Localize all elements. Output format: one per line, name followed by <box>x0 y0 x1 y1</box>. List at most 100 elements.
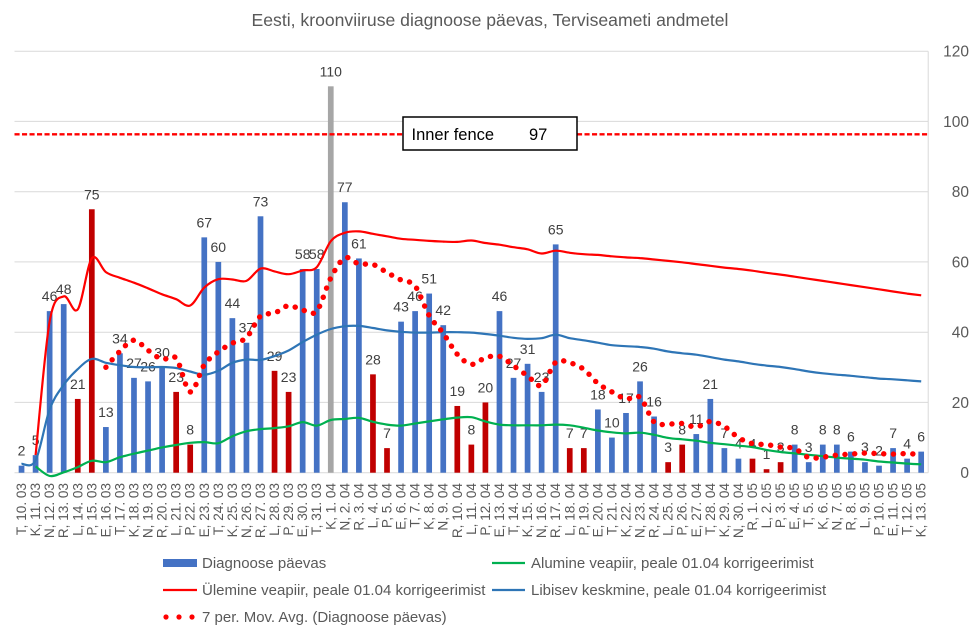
svg-text:E, 13. 04: E, 13. 04 <box>492 483 507 538</box>
svg-text:P, 19. 04: P, 19. 04 <box>576 483 591 536</box>
svg-text:Libisev keskmine, peale 01.04: Libisev keskmine, peale 01.04 korrigeeri… <box>531 582 827 599</box>
svg-text:77: 77 <box>337 179 353 195</box>
svg-text:N, 19. 03: N, 19. 03 <box>141 483 156 538</box>
svg-text:6: 6 <box>917 429 925 445</box>
svg-text:58: 58 <box>295 246 311 262</box>
svg-text:T, 17. 03: T, 17. 03 <box>112 483 127 535</box>
svg-text:40: 40 <box>952 325 970 342</box>
svg-text:23: 23 <box>281 369 297 385</box>
svg-text:L, 14. 03: L, 14. 03 <box>70 483 85 536</box>
svg-text:R, 17. 04: R, 17. 04 <box>548 483 563 539</box>
svg-text:Eesti, kroonviiruse diagnoose: Eesti, kroonviiruse diagnoose päevas, Te… <box>252 10 729 30</box>
svg-text:Diagnoose päevas: Diagnoose päevas <box>202 555 326 572</box>
svg-text:8: 8 <box>791 422 799 438</box>
svg-text:Inner fence: Inner fence <box>412 126 495 144</box>
svg-text:61: 61 <box>351 235 367 251</box>
svg-text:5: 5 <box>32 432 40 448</box>
svg-text:R, 13. 03: R, 13. 03 <box>56 483 71 538</box>
svg-text:0: 0 <box>960 465 969 482</box>
svg-text:K, 6. 05: K, 6. 05 <box>815 483 830 530</box>
svg-text:44: 44 <box>225 295 241 311</box>
svg-text:46: 46 <box>407 288 423 304</box>
svg-text:3: 3 <box>805 439 813 455</box>
svg-text:T, 14. 04: T, 14. 04 <box>506 483 521 536</box>
svg-text:48: 48 <box>56 281 72 297</box>
svg-text:P, 5. 04: P, 5. 04 <box>380 483 395 529</box>
svg-text:23: 23 <box>168 369 184 385</box>
svg-text:T, 7. 04: T, 7. 04 <box>408 483 423 528</box>
svg-text:7: 7 <box>580 425 588 441</box>
svg-text:4: 4 <box>903 436 911 452</box>
svg-text:N, 2. 04: N, 2. 04 <box>337 483 352 531</box>
svg-text:R, 3. 04: R, 3. 04 <box>351 483 366 531</box>
svg-text:K, 25. 03: K, 25. 03 <box>225 483 240 537</box>
svg-text:N, 16. 04: N, 16. 04 <box>534 483 549 539</box>
svg-text:T, 24. 03: T, 24. 03 <box>211 483 226 535</box>
svg-text:73: 73 <box>253 193 269 209</box>
svg-text:N, 9. 04: N, 9. 04 <box>436 483 451 531</box>
svg-text:T, 31. 03: T, 31. 03 <box>309 483 324 535</box>
svg-text:34: 34 <box>112 330 128 346</box>
svg-text:T, 5. 05: T, 5. 05 <box>801 483 816 528</box>
svg-text:L, 11. 04: L, 11. 04 <box>464 483 479 535</box>
svg-text:23: 23 <box>534 369 550 385</box>
svg-text:3: 3 <box>861 439 869 455</box>
svg-text:E, 20. 04: E, 20. 04 <box>590 483 605 538</box>
svg-text:80: 80 <box>952 184 970 201</box>
svg-text:2: 2 <box>875 443 883 459</box>
svg-text:20: 20 <box>478 379 494 395</box>
svg-text:100: 100 <box>943 114 969 131</box>
svg-text:97: 97 <box>529 126 547 144</box>
svg-text:K, 22. 04: K, 22. 04 <box>619 483 634 538</box>
svg-text:19: 19 <box>450 383 466 399</box>
svg-text:E, 6. 04: E, 6. 04 <box>394 483 409 530</box>
svg-text:R, 10. 04: R, 10. 04 <box>450 483 465 539</box>
svg-text:E, 4. 05: E, 4. 05 <box>787 483 802 530</box>
svg-text:R, 24. 04: R, 24. 04 <box>647 483 662 539</box>
svg-text:K, 13. 05: K, 13. 05 <box>914 483 929 537</box>
svg-text:8: 8 <box>833 422 841 438</box>
svg-text:E, 30. 03: E, 30. 03 <box>295 483 310 537</box>
svg-text:110: 110 <box>320 63 343 79</box>
svg-text:N, 7. 05: N, 7. 05 <box>829 483 844 531</box>
svg-text:75: 75 <box>84 186 100 202</box>
svg-text:28: 28 <box>365 351 381 367</box>
svg-text:K, 8. 04: K, 8. 04 <box>422 483 437 530</box>
svg-text:R, 20. 03: R, 20. 03 <box>155 483 170 538</box>
svg-text:16: 16 <box>646 394 662 410</box>
svg-text:2: 2 <box>18 443 26 459</box>
svg-text:51: 51 <box>421 271 437 287</box>
svg-text:8: 8 <box>468 422 476 438</box>
svg-text:10: 10 <box>604 415 620 431</box>
svg-text:4: 4 <box>735 436 743 452</box>
svg-text:42: 42 <box>435 302 451 318</box>
svg-text:46: 46 <box>42 288 58 304</box>
svg-text:1: 1 <box>763 446 771 462</box>
svg-text:K, 29. 04: K, 29. 04 <box>717 483 732 538</box>
svg-text:7: 7 <box>889 425 897 441</box>
svg-text:Ülemine veapiir, peale 01.04 k: Ülemine veapiir, peale 01.04 korrigeerim… <box>202 581 486 599</box>
svg-text:P, 15. 03: P, 15. 03 <box>84 483 99 536</box>
svg-text:T, 12. 05: T, 12. 05 <box>900 483 915 535</box>
svg-text:K, 15. 04: K, 15. 04 <box>520 483 535 538</box>
svg-text:T, 10. 03: T, 10. 03 <box>14 483 29 535</box>
svg-text:K, 18. 03: K, 18. 03 <box>127 483 142 537</box>
svg-text:120: 120 <box>943 44 969 61</box>
svg-text:43: 43 <box>393 299 409 315</box>
svg-text:26: 26 <box>632 358 648 374</box>
svg-text:L, 2. 05: L, 2. 05 <box>759 483 774 528</box>
svg-text:20: 20 <box>952 395 970 412</box>
svg-text:8: 8 <box>819 422 827 438</box>
svg-text:K, 11. 03: K, 11. 03 <box>28 483 43 536</box>
svg-text:8: 8 <box>678 422 686 438</box>
svg-text:P, 22. 03: P, 22. 03 <box>183 483 198 536</box>
svg-text:E, 16. 03: E, 16. 03 <box>98 483 113 537</box>
svg-text:21: 21 <box>703 376 719 392</box>
svg-text:18: 18 <box>590 387 606 403</box>
svg-text:P, 10. 05: P, 10. 05 <box>872 483 887 536</box>
svg-text:L, 25. 04: L, 25. 04 <box>661 483 676 536</box>
svg-text:60: 60 <box>211 239 227 255</box>
svg-text:R, 27. 03: R, 27. 03 <box>253 483 268 538</box>
svg-text:7: 7 <box>383 425 391 441</box>
svg-text:7: 7 <box>566 425 574 441</box>
